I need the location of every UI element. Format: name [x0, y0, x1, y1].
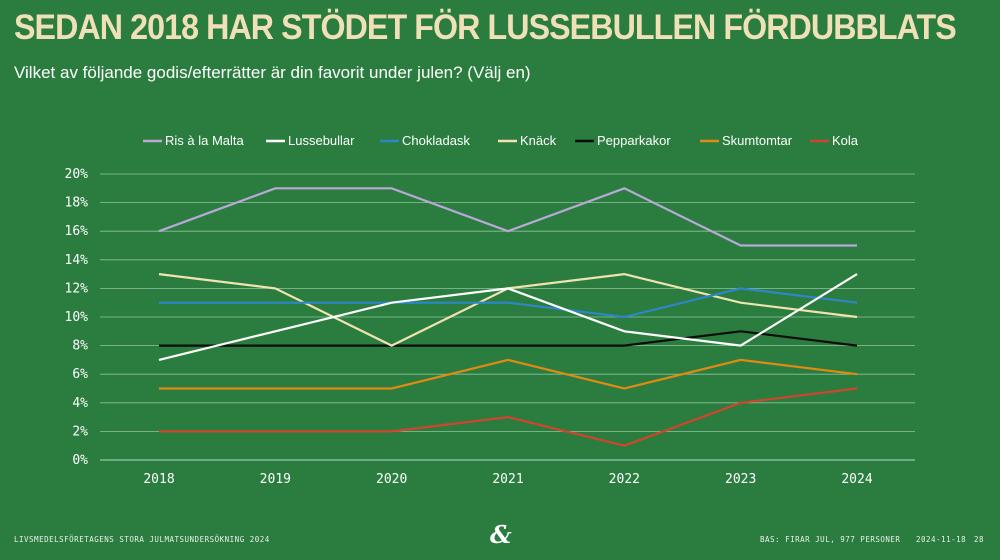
x-tick-label: 2020	[376, 472, 407, 487]
y-tick-label: 8%	[72, 339, 88, 354]
legend-label: Knäck	[520, 133, 557, 148]
chart-subtitle: Vilket av följande godis/efterrätter är …	[14, 63, 531, 82]
y-tick-label: 16%	[65, 224, 89, 239]
y-tick-label: 14%	[65, 253, 89, 268]
x-tick-label: 2023	[725, 472, 756, 487]
x-tick-label: 2021	[492, 472, 523, 487]
x-tick-label: 2022	[609, 472, 640, 487]
x-tick-label: 2024	[841, 472, 872, 487]
series-line-skumtomtar	[159, 358, 858, 390]
series-line-ris-la-malta	[158, 187, 857, 247]
series-line-kola	[159, 387, 858, 447]
y-tick-label: 4%	[72, 396, 88, 411]
footer-date: 2024-11-18	[916, 535, 967, 544]
legend-label: Skumtomtar	[722, 133, 793, 148]
y-tick-label: 20%	[65, 167, 89, 182]
y-tick-label: 18%	[65, 196, 89, 211]
legend-label: Kola	[832, 133, 859, 148]
y-tick-label: 12%	[65, 281, 89, 296]
footer-page-number: 28	[974, 535, 985, 544]
footer-base: BAS: FIRAR JUL, 977 PERSONER	[760, 535, 901, 544]
legend-label: Pepparkakor	[597, 133, 671, 148]
y-tick-label: 10%	[65, 310, 89, 325]
y-tick-label: 2%	[72, 424, 88, 439]
page-title: SEDAN 2018 HAR STÖDET FÖR LUSSEBULLEN FÖ…	[14, 8, 957, 47]
y-tick-label: 6%	[72, 367, 88, 382]
legend-label: Ris à la Malta	[165, 133, 245, 148]
legend-label: Lussebullar	[288, 133, 355, 148]
x-tick-label: 2019	[260, 472, 291, 487]
series-line-pepparkakor	[159, 330, 858, 347]
x-tick-label: 2018	[143, 472, 174, 487]
series-line-lussebullar	[158, 273, 858, 361]
y-tick-label: 0%	[72, 453, 88, 468]
series-line-chokladask	[159, 287, 858, 319]
legend-label: Chokladask	[402, 133, 470, 148]
line-chart: 0% 2% 4% 6% 8% 10% 12% 14% 16% 18% 20% 2018 2019 2020…	[65, 133, 915, 487]
brand-logo: &	[490, 520, 512, 549]
footer-source: LIVSMEDELSFÖRETAGENS STORA JULMATSUNDERS…	[14, 535, 270, 544]
